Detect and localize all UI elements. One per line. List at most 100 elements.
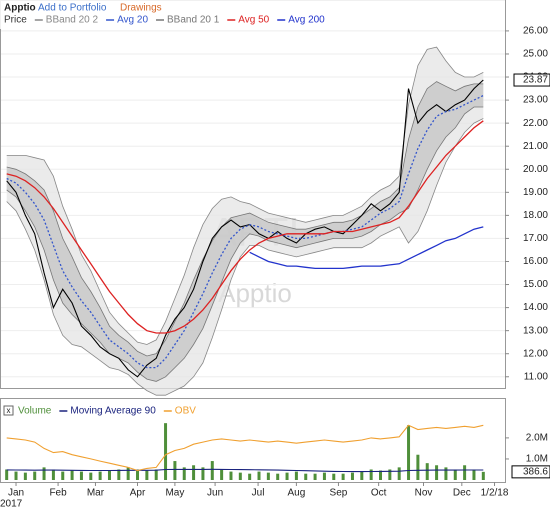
price-tag-label: 23.87 — [523, 75, 548, 86]
price-tag — [513, 73, 550, 87]
volume-bar — [407, 425, 411, 480]
volume-bar — [313, 473, 317, 480]
volume-bar — [341, 473, 345, 480]
volume-bar — [136, 469, 140, 480]
y-tick-label: 25.00 — [523, 49, 548, 60]
header-backdrop — [0, 0, 505, 29]
x-tick-label: Nov — [415, 488, 433, 499]
volume-bar — [463, 465, 467, 480]
volume-bar — [173, 461, 177, 480]
volume-bar — [453, 469, 457, 480]
volume-bar — [266, 472, 270, 480]
volume-bar — [294, 471, 298, 480]
close-box[interactable] — [3, 405, 14, 416]
volume-bar — [379, 470, 383, 480]
x-tick-label: Jul — [252, 488, 265, 499]
x-tick-label: Dec — [453, 488, 471, 499]
close-x[interactable]: x — [7, 406, 11, 415]
volume-bar — [257, 471, 261, 480]
volume-bar — [51, 469, 55, 480]
volume-bar — [397, 467, 401, 480]
volume-bar — [472, 469, 476, 480]
symbol: Apptio — [4, 3, 36, 14]
volume-bar — [61, 471, 65, 480]
volume-bar — [154, 469, 158, 480]
volume-bar — [350, 472, 354, 480]
series-line — [6, 468, 484, 473]
volume-bar — [285, 472, 289, 480]
y-tick-label: 22.00 — [523, 118, 548, 129]
y-tick-label: 26.00 — [523, 26, 548, 37]
volume-bar — [210, 461, 214, 480]
x-tick-label: Sep — [330, 488, 348, 499]
x-tick-label: May — [165, 488, 184, 499]
x-tick-label: Aug — [287, 488, 305, 499]
y-tick-label: 16.00 — [523, 256, 548, 267]
series-line — [249, 226, 484, 270]
x-tick-label: Mar — [87, 488, 105, 499]
volume-bar — [145, 470, 149, 480]
drawings-link[interactable]: Drawings — [120, 3, 162, 14]
y-tick-label: 11.00 — [524, 371, 549, 382]
price-legend: Price BBand 20 2 Avg 20 BBand 20 1 Avg 50 Avg… — [4, 15, 325, 26]
x-tick-label: Jun — [207, 488, 223, 499]
legend-label: Avg 200 — [288, 15, 325, 26]
y-tick-label: 2.0M — [526, 433, 548, 444]
y-tick-label: 13.00 — [523, 325, 548, 336]
volume-bar — [481, 471, 485, 480]
volume-bar — [89, 472, 93, 480]
legend-label: Moving Average 90 — [70, 406, 156, 417]
volume-bar — [126, 467, 130, 480]
legend-label: Avg 20 — [117, 15, 148, 26]
volume-bar — [444, 467, 448, 480]
volume-bar — [435, 465, 439, 480]
x-tick-label: Jan — [8, 488, 24, 499]
y-tick-label: 20.00 — [523, 164, 548, 175]
volume-bar — [304, 473, 308, 480]
volume-bar — [416, 454, 420, 480]
portfolio-link[interactable]: Add to Portfolio — [38, 3, 107, 14]
volume-bar — [5, 469, 9, 480]
y-tick-label: 17.00 — [523, 233, 548, 244]
x-tick-label: Oct — [371, 488, 387, 499]
volume-bar — [42, 467, 46, 480]
band-shading — [6, 81, 484, 382]
y-tick-label: 18.00 — [523, 210, 548, 221]
band-lower — [6, 118, 484, 396]
x-tick-label: Feb — [49, 488, 67, 499]
volume-bar — [276, 473, 280, 480]
band-upper — [6, 81, 484, 357]
y-tick-label: 12.00 — [523, 348, 548, 359]
series-line — [6, 79, 484, 378]
volume-bar — [117, 469, 121, 480]
series-line — [6, 94, 484, 369]
legend-label: BBand 20 2 — [46, 15, 99, 26]
volume-bar — [70, 470, 74, 480]
legend-label: BBand 20 1 — [167, 15, 220, 26]
volume-tag — [511, 465, 550, 479]
y-tick-label: 1.0M — [526, 454, 548, 465]
volume-bar — [201, 467, 205, 480]
volume-bar — [322, 472, 326, 480]
volume-bar — [107, 470, 111, 480]
volume-bar — [238, 472, 242, 480]
volume-bar — [164, 423, 168, 480]
legend-label: Avg 50 — [238, 15, 269, 26]
year-label: 2017 — [0, 499, 23, 510]
x-tick-label: Apr — [130, 488, 146, 499]
y-tick-label: 15.00 — [523, 279, 548, 290]
volume-bar — [23, 472, 27, 480]
y-tick-label: 23.00 — [523, 95, 548, 106]
legend-label: Volume — [18, 406, 52, 417]
band-lower — [6, 106, 484, 382]
series-line — [6, 424, 484, 472]
legend-label: OBV — [175, 406, 196, 417]
plot-layer — [1, 30, 509, 486]
volume-bar — [229, 471, 233, 480]
volume-bar — [182, 467, 186, 480]
volume-bar — [425, 463, 429, 480]
volume-bar — [192, 465, 196, 480]
y-tick-label: 21.00 — [523, 141, 548, 152]
volume-bar — [388, 469, 392, 480]
